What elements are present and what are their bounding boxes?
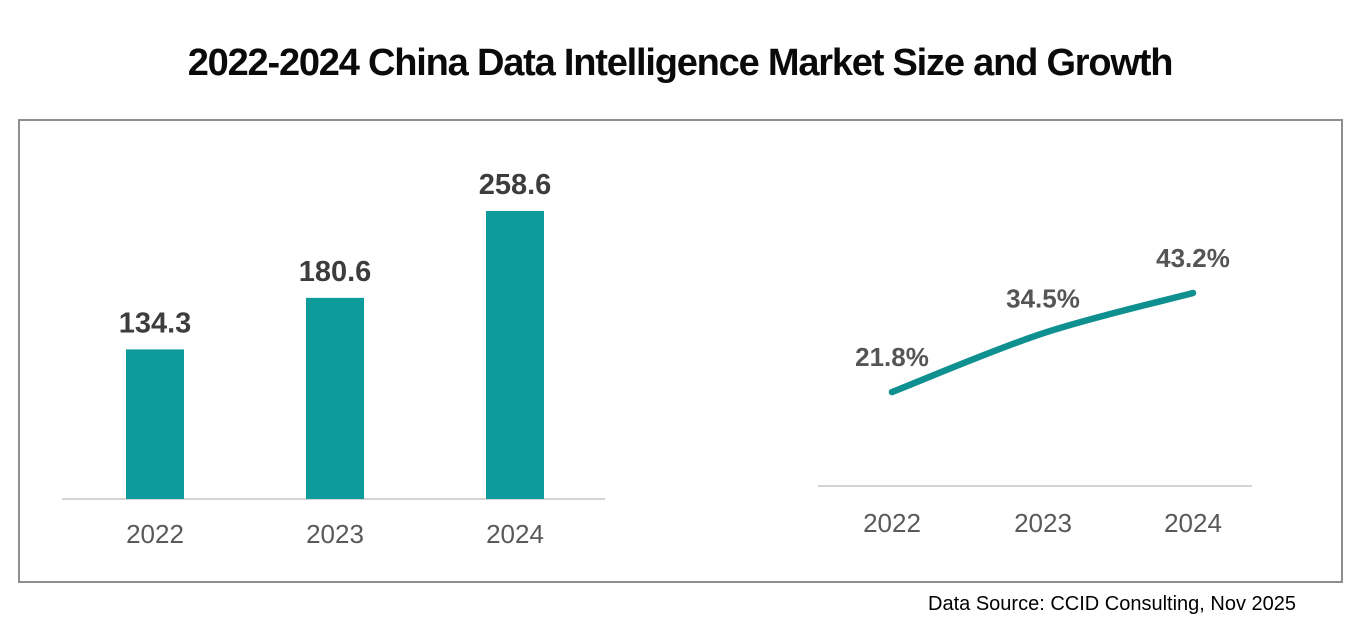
- bar-year-label-2022: 2022: [126, 519, 184, 549]
- page-title: 2022-2024 China Data Intelligence Market…: [187, 42, 1174, 84]
- growth-line-path: [888, 289, 1197, 396]
- bar-2024: [486, 211, 544, 499]
- data-source-note: Data Source: CCID Consulting, Nov 2025: [928, 593, 1296, 615]
- bar-value-label-2022: 134.3: [119, 307, 192, 339]
- line-value-label-2024: 43.2%: [1156, 243, 1230, 273]
- line-value-label-2023: 34.5%: [1006, 283, 1080, 313]
- chart-frame: [18, 119, 1343, 583]
- growth-rate-line-chart: 21.8% 2022 34.5% 2023 43.2% 2024: [818, 243, 1252, 538]
- bar-2022: [126, 349, 184, 499]
- bar-value-label-2023: 180.6: [299, 256, 372, 288]
- line-value-label-2022: 21.8%: [855, 342, 929, 372]
- line-year-label-2022: 2022: [863, 508, 921, 538]
- market-size-bar-chart: 134.3 2022 180.6 2023 258.6 2024: [62, 169, 605, 549]
- line-year-label-2023: 2023: [1014, 508, 1072, 538]
- bar-year-label-2023: 2023: [306, 519, 364, 549]
- line-year-label-2024: 2024: [1164, 508, 1222, 538]
- bar-2023: [306, 297, 364, 499]
- bar-value-label-2024: 258.6: [479, 169, 552, 201]
- bar-year-label-2024: 2024: [486, 519, 544, 549]
